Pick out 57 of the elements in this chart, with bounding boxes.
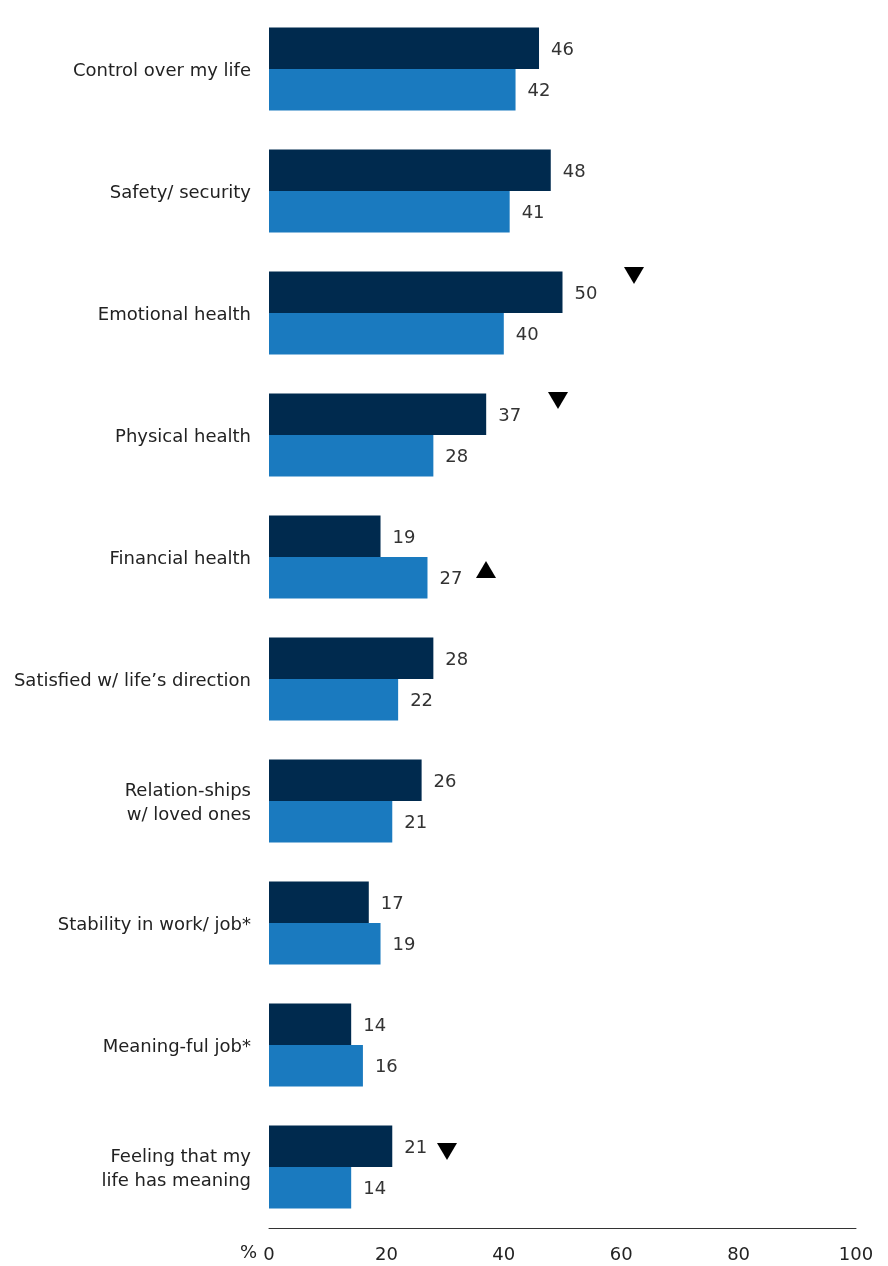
data-label: 21 (404, 811, 428, 833)
bar (269, 679, 399, 721)
data-label: 40 (515, 323, 539, 345)
bar (269, 759, 422, 801)
bar (269, 1167, 352, 1209)
y-tick-label: Financial health (109, 546, 251, 568)
y-tick-label: Meaning-ful job* (102, 1034, 251, 1056)
bar (269, 557, 428, 599)
bar (269, 637, 434, 679)
x-tick-label: 60 (609, 1242, 633, 1264)
bar (269, 515, 381, 557)
data-label: 16 (374, 1055, 398, 1077)
data-label: 37 (498, 403, 522, 425)
y-tick-label: Feeling that my life has meaning (101, 1144, 252, 1190)
bar (269, 435, 434, 477)
data-label: 27 (439, 567, 463, 589)
bar (269, 801, 393, 843)
data-label: 41 (521, 201, 545, 223)
bar (269, 1125, 393, 1167)
bar (269, 1045, 363, 1087)
x-tick-label: 100 (838, 1242, 874, 1264)
data-label: 46 (551, 37, 574, 59)
bar (269, 881, 369, 923)
y-tick-label: Relation-ships w/ loved ones (124, 778, 251, 824)
bar (269, 271, 563, 313)
data-label: 50 (574, 281, 598, 303)
x-tick-label: 20 (374, 1242, 398, 1264)
bar (269, 69, 516, 111)
bar (269, 313, 504, 355)
y-tick-label: Physical health (115, 424, 251, 446)
bar (269, 923, 381, 965)
data-label: 14 (363, 1013, 387, 1035)
x-axis-title: % (239, 1240, 257, 1262)
bar (269, 191, 510, 233)
bar (269, 27, 540, 69)
data-label: 22 (410, 689, 434, 711)
x-tick-label: 40 (492, 1242, 516, 1264)
data-label: 21 (404, 1135, 428, 1157)
y-tick-label: Satisfied w/ life’s direction (13, 668, 251, 690)
data-label: 19 (392, 525, 416, 547)
data-label: 48 (562, 159, 586, 181)
y-tick-label: Control over my life (73, 58, 251, 80)
x-tick-label: 80 (727, 1242, 751, 1264)
data-label: 14 (363, 1177, 387, 1199)
bar (269, 393, 487, 435)
y-tick-label: Safety/ security (109, 180, 252, 202)
data-label: 19 (392, 933, 416, 955)
x-tick-label: 0 (263, 1242, 275, 1264)
y-tick-label: Stability in work/ job* (57, 912, 251, 934)
y-tick-label: Emotional health (97, 302, 251, 324)
bar (269, 1003, 352, 1045)
data-label: 28 (445, 445, 469, 467)
data-label: 26 (433, 769, 457, 791)
data-label: 17 (380, 891, 404, 913)
bar (269, 149, 551, 191)
data-label: 42 (527, 79, 551, 101)
data-label: 28 (445, 647, 469, 669)
